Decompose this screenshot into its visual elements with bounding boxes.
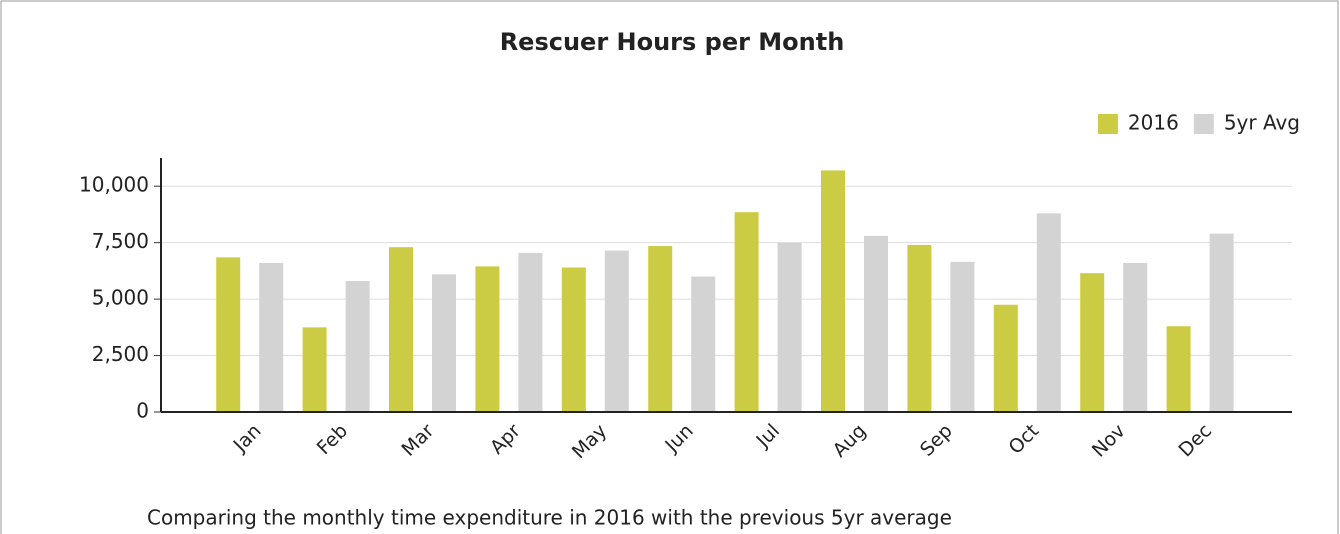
y-tick-label: 5,000 bbox=[92, 286, 149, 310]
bar bbox=[604, 250, 629, 412]
bar bbox=[389, 247, 413, 412]
bar bbox=[648, 246, 673, 412]
bar bbox=[950, 261, 975, 412]
caption: Comparing the monthly time expenditure i… bbox=[147, 506, 952, 530]
y-tick-label: 10,000 bbox=[79, 173, 149, 197]
bar bbox=[864, 235, 888, 412]
bar bbox=[734, 212, 759, 412]
bar bbox=[259, 262, 284, 412]
x-tick-label: Feb bbox=[313, 420, 352, 459]
bar bbox=[1166, 326, 1191, 412]
legend-label: 5yr Avg bbox=[1224, 111, 1300, 135]
legend-swatch bbox=[1097, 114, 1118, 134]
bar bbox=[216, 257, 241, 412]
y-tick-label: 0 bbox=[136, 399, 149, 423]
y-tick-label: 7,500 bbox=[92, 229, 149, 253]
x-tick-label: Jan bbox=[229, 420, 266, 457]
bar bbox=[475, 266, 500, 412]
bar bbox=[1123, 262, 1148, 412]
bar bbox=[1080, 273, 1105, 412]
chart-title: Rescuer Hours per Month bbox=[500, 28, 845, 56]
bar bbox=[691, 276, 716, 412]
bar bbox=[1209, 233, 1234, 412]
bar bbox=[561, 267, 586, 412]
x-tick-label: May bbox=[568, 420, 611, 463]
x-tick-label: Mar bbox=[398, 420, 439, 461]
bar bbox=[1036, 213, 1061, 412]
legend-label: 2016 bbox=[1128, 111, 1179, 135]
legend-swatch bbox=[1193, 114, 1214, 134]
x-tick-label: Aug bbox=[829, 420, 871, 462]
x-tick-label: Apr bbox=[486, 420, 525, 459]
bar bbox=[907, 244, 932, 412]
x-tick-label: Nov bbox=[1088, 420, 1130, 462]
bar bbox=[432, 274, 456, 412]
bar bbox=[993, 304, 1018, 412]
x-tick-label: Sep bbox=[916, 420, 957, 461]
bar bbox=[821, 170, 845, 412]
x-tick-label: Dec bbox=[1174, 420, 1216, 462]
x-tick-label: Jul bbox=[752, 420, 784, 452]
bar bbox=[345, 281, 370, 412]
x-tick-label: Oct bbox=[1004, 420, 1043, 459]
y-tick-label: 2,500 bbox=[92, 342, 149, 366]
bar bbox=[302, 327, 327, 412]
x-tick-label: Jun bbox=[660, 420, 697, 457]
bar bbox=[518, 252, 543, 412]
bar bbox=[777, 242, 802, 412]
